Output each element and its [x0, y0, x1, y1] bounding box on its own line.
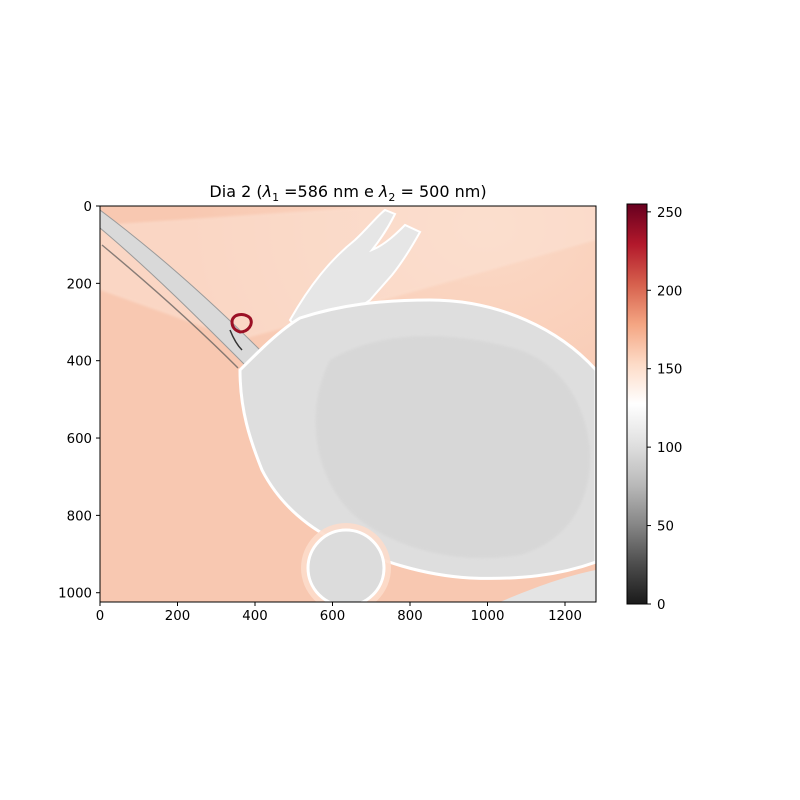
y-tick-label: 200 [67, 277, 92, 292]
colorbar-tick-label: 100 [657, 441, 682, 456]
colorbar-tick-label: 200 [657, 284, 682, 299]
heatmap-lower-strip [500, 570, 596, 602]
colorbar-tick-label: 0 [657, 598, 665, 613]
colorbar-tick-label: 150 [657, 363, 682, 378]
x-tick-label: 800 [397, 609, 422, 624]
colorbar [626, 203, 648, 605]
x-tick-label: 0 [96, 609, 104, 624]
plot-frame [99, 205, 597, 603]
chart-title: Dia 2 (λ1 =586 nm e λ2 = 500 nm) [209, 182, 486, 204]
heatmap-appendage-edge [101, 244, 239, 369]
y-tick-label: 0 [84, 200, 92, 215]
colorbar-tick-label: 50 [657, 520, 674, 535]
y-tick-label: 1000 [58, 587, 92, 602]
heatmap-bubble [306, 528, 386, 602]
heatmap-limb-upper [288, 208, 422, 334]
y-tick-label: 600 [67, 432, 92, 447]
x-axis: 0 200 400 600 800 1000 1200 [96, 602, 582, 624]
x-tick-label: 1000 [471, 609, 505, 624]
heatmap-image [100, 206, 596, 602]
y-axis: 0 200 400 600 800 1000 [58, 200, 100, 602]
heatmap-eye-shadow [229, 329, 243, 351]
x-tick-label: 1200 [548, 609, 582, 624]
colorbar-axis: 0 50 100 150 200 250 [647, 206, 682, 613]
heatmap-body-inner [315, 336, 591, 559]
x-tick-label: 600 [320, 609, 345, 624]
x-tick-label: 400 [242, 609, 267, 624]
colorbar-tick-label: 250 [657, 206, 682, 221]
heatmap-eye [230, 313, 253, 334]
x-tick-label: 200 [165, 609, 190, 624]
y-tick-label: 400 [67, 355, 92, 370]
y-tick-label: 800 [67, 509, 92, 524]
